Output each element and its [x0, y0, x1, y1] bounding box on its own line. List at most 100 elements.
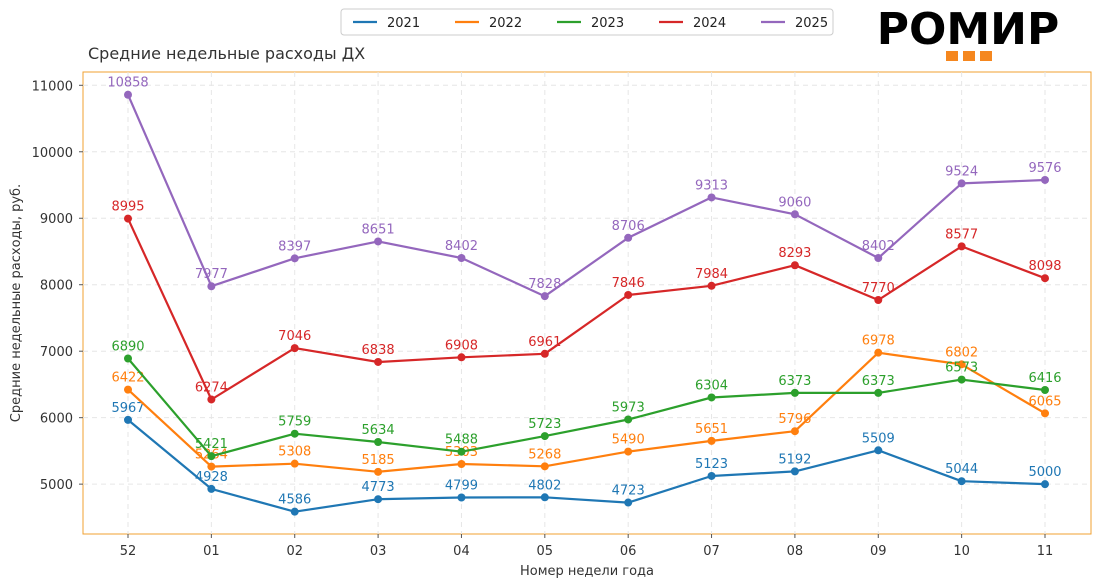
data-label: 6274 [195, 380, 228, 395]
series-line-2025 [126, 94, 1046, 298]
y-tick-label: 10000 [32, 146, 73, 161]
data-point [957, 360, 966, 369]
data-label: 8577 [945, 227, 978, 242]
data-point [457, 447, 466, 456]
data-label: 5634 [362, 423, 395, 438]
data-point [540, 462, 549, 471]
logo-square-2 [963, 51, 975, 61]
series-2024: 8995 6274 7046 6838 6908 6961 7846 7984 8293 7770… [111, 200, 1062, 404]
x-axis-ticks: 52 01 02 03 04 05 06 07 08 09 10 11 [120, 534, 1053, 559]
x-tick-label: 08 [787, 544, 804, 559]
data-label: 7977 [195, 267, 228, 282]
y-axis-title: Средние недельные расходы, руб. [9, 184, 24, 422]
data-label: 5308 [278, 445, 311, 460]
data-label: 6373 [862, 374, 895, 389]
data-label: 5268 [528, 447, 561, 462]
data-point [874, 388, 883, 397]
data-point [874, 253, 883, 262]
data-label: 8098 [1028, 259, 1061, 274]
data-label: 8402 [445, 239, 478, 254]
series-layer: 5967 4928 4586 4773 4799 4802 4723 5123 5192 5509… [107, 76, 1062, 516]
data-label: 6304 [695, 378, 728, 393]
data-point [374, 357, 383, 366]
data-label: 7828 [528, 277, 561, 292]
data-point [790, 467, 799, 476]
x-tick-label: 01 [203, 544, 220, 559]
data-point [624, 290, 633, 299]
series-line-2021 [127, 419, 1046, 513]
data-label: 6573 [945, 361, 978, 376]
data-label: 5759 [278, 415, 311, 430]
data-point [790, 261, 799, 270]
data-point [957, 375, 966, 384]
data-point [874, 348, 883, 357]
data-point [290, 507, 299, 516]
data-point [624, 415, 633, 424]
gridlines [83, 72, 1091, 534]
data-point [540, 432, 549, 441]
data-label: 4723 [612, 484, 645, 499]
x-tick-label: 10 [953, 544, 970, 559]
y-axis-ticks: 5000 6000 7000 8000 9000 10000 11000 [32, 79, 83, 493]
data-point [790, 388, 799, 397]
data-label: 6890 [111, 340, 144, 355]
data-label: 9060 [778, 195, 811, 210]
data-point [124, 385, 132, 394]
data-point [207, 452, 216, 461]
data-point [874, 296, 883, 305]
logo-square-1 [946, 51, 958, 61]
data-point [207, 395, 216, 404]
data-label: 6065 [1028, 394, 1061, 409]
data-point [1041, 274, 1049, 283]
x-tick-label: 07 [703, 544, 720, 559]
data-point [1041, 480, 1049, 489]
data-point [124, 214, 132, 223]
series-line-2022 [127, 351, 1046, 473]
data-label: 4928 [195, 470, 228, 485]
data-label: 4586 [278, 493, 311, 508]
x-tick-label: 09 [870, 544, 887, 559]
data-label: 5651 [695, 422, 728, 437]
data-point [707, 281, 716, 290]
data-point [1041, 386, 1049, 395]
data-point [957, 242, 966, 251]
data-label: 5973 [612, 400, 645, 415]
data-point [457, 253, 466, 262]
data-point [874, 446, 883, 455]
data-label: 6422 [111, 371, 144, 386]
data-point [124, 354, 132, 363]
data-label: 7846 [612, 276, 645, 291]
data-label: 8651 [362, 222, 395, 237]
data-label: 7770 [862, 281, 895, 296]
data-label: 9313 [695, 178, 728, 193]
romir-logo: РОМИР [877, 4, 1060, 61]
data-label: 8293 [778, 246, 811, 261]
logo-text: РОМИР [877, 4, 1060, 55]
data-label: 6961 [528, 335, 561, 350]
data-label: 7046 [278, 329, 311, 344]
data-point [707, 393, 716, 402]
data-label: 8995 [111, 200, 144, 215]
data-point [790, 427, 799, 436]
data-label: 5123 [695, 457, 728, 472]
data-point [290, 344, 299, 353]
data-point [374, 495, 383, 504]
data-label: 5192 [778, 452, 811, 467]
data-label: 5488 [445, 433, 478, 448]
data-label: 6802 [945, 345, 978, 360]
y-tick-label: 9000 [40, 212, 73, 227]
x-tick-label: 06 [620, 544, 637, 559]
data-label: 8397 [278, 239, 311, 254]
data-label: 9524 [945, 164, 978, 179]
data-point [374, 467, 383, 476]
series-line-2023 [127, 357, 1046, 458]
y-tick-label: 11000 [32, 79, 73, 94]
data-point [457, 353, 466, 362]
data-point [540, 292, 549, 301]
legend-label-2022: 2022 [489, 16, 522, 31]
y-tick-label: 6000 [40, 412, 73, 427]
data-point [124, 415, 132, 424]
data-label: 5723 [528, 417, 561, 432]
series-line-2024 [127, 218, 1046, 401]
data-label: 6838 [362, 343, 395, 358]
